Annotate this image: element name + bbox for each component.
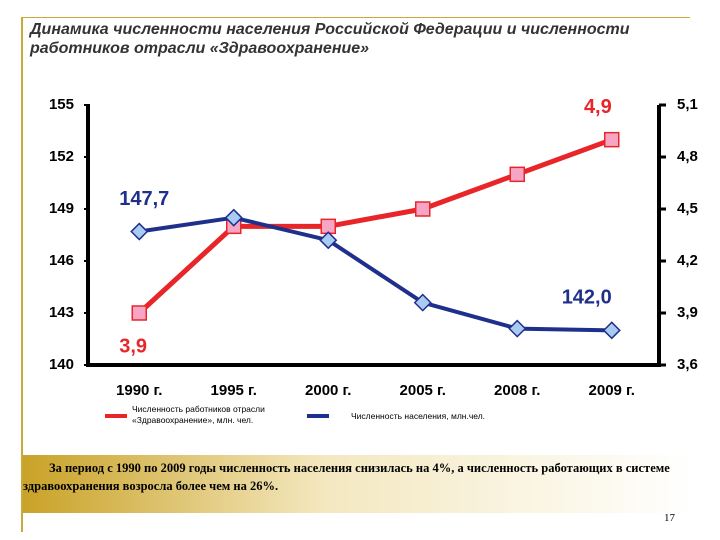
marker: [508, 319, 527, 338]
y2-tick-label: 4,2: [677, 252, 698, 269]
y-tick-label: 155: [49, 96, 74, 113]
marker: [130, 222, 149, 241]
value-label: 142,0: [562, 287, 612, 309]
value-label: 147,7: [119, 188, 169, 210]
y2-tick-label: 4,5: [677, 200, 698, 217]
marker: [509, 166, 525, 183]
value-label: 3,9: [119, 335, 147, 357]
y-tick-label: 140: [49, 356, 74, 373]
frame-line: [21, 17, 23, 532]
legend-label: Численность работников отрасли «Здравоох…: [132, 404, 265, 425]
marker: [413, 293, 432, 312]
x-tick-label: 1990 г.: [116, 382, 162, 399]
y2-tick-label: 3,6: [677, 356, 698, 373]
x-tick-label: 1995 г.: [211, 382, 257, 399]
marker: [415, 201, 431, 217]
y-tick-label: 152: [49, 148, 74, 165]
legend-label: Численность населения, млн.чел.: [351, 411, 486, 421]
y2-tick-label: 3,9: [677, 304, 698, 321]
value-label: 4,9: [584, 96, 612, 118]
x-tick-label: 2000 г.: [305, 382, 351, 399]
slide-title: Динамика численности населения Российско…: [30, 21, 630, 57]
frame-line: [22, 17, 690, 18]
page-number: 17: [664, 512, 675, 524]
y2-tick-label: 5,1: [677, 96, 698, 113]
series-line: [138, 215, 612, 333]
y-tick-label: 146: [49, 252, 74, 269]
y-tick-label: 143: [49, 304, 74, 321]
marker: [602, 321, 621, 340]
y2-tick-label: 4,8: [677, 148, 698, 165]
x-tick-label: 2005 г.: [400, 382, 446, 399]
x-tick-label: 2009 г.: [589, 382, 635, 399]
marker: [131, 305, 147, 321]
x-tick-label: 2008 г.: [494, 382, 540, 399]
series-line: [137, 137, 613, 315]
marker: [224, 208, 243, 227]
marker: [319, 231, 338, 250]
y-tick-label: 149: [49, 200, 74, 217]
footer-text: За период с 1990 по 2009 годы численност…: [23, 455, 695, 513]
marker: [604, 131, 620, 148]
